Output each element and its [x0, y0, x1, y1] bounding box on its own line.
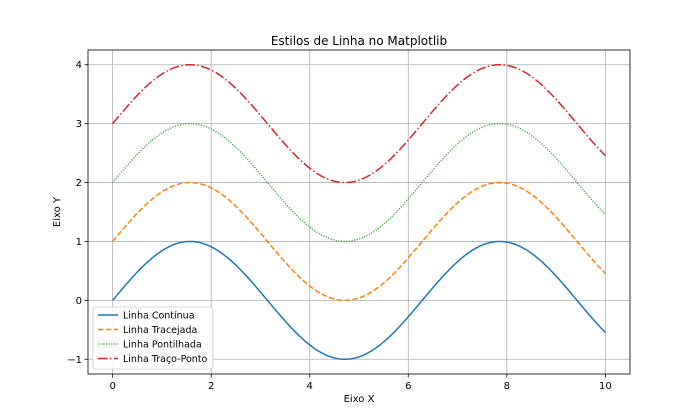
legend-label: Linha Pontilhada [123, 340, 202, 351]
y-tick-label: 0 [76, 296, 82, 307]
y-tick-label: 2 [76, 178, 82, 189]
series-line [112, 240, 606, 361]
chart-title: Estilos de Linha no Matplotlib [271, 34, 447, 48]
plot-frame [87, 49, 631, 375]
x-axis-label: Eixo X [344, 394, 375, 405]
x-tick-label: 0 [109, 381, 115, 392]
legend: Linha Contínua Linha Tracejada Linha Ponti… [92, 306, 214, 370]
legend-label: Linha Tracejada [123, 325, 197, 336]
legend-box [92, 306, 214, 370]
series-line [112, 63, 606, 184]
x-tick-label: 6 [405, 381, 411, 392]
y-tick-label: −1 [67, 355, 82, 366]
x-tick-label: 4 [307, 381, 313, 392]
y-axis-label: Eixo Y [52, 196, 63, 227]
axis-ticks: 0 2 4 6 8 10 −1 0 1 2 3 4 [67, 60, 611, 392]
y-tick-label: 4 [76, 60, 82, 71]
x-tick-label: 2 [208, 381, 214, 392]
y-tick-label: 3 [76, 119, 82, 130]
series-line [112, 181, 606, 302]
series-lines [112, 63, 606, 361]
x-tick-label: 8 [504, 381, 510, 392]
y-tick-label: 1 [76, 237, 82, 248]
x-tick-label: 10 [599, 381, 612, 392]
legend-label: Linha Contínua [123, 311, 195, 322]
legend-label: Linha Traço-Ponto [123, 354, 208, 365]
